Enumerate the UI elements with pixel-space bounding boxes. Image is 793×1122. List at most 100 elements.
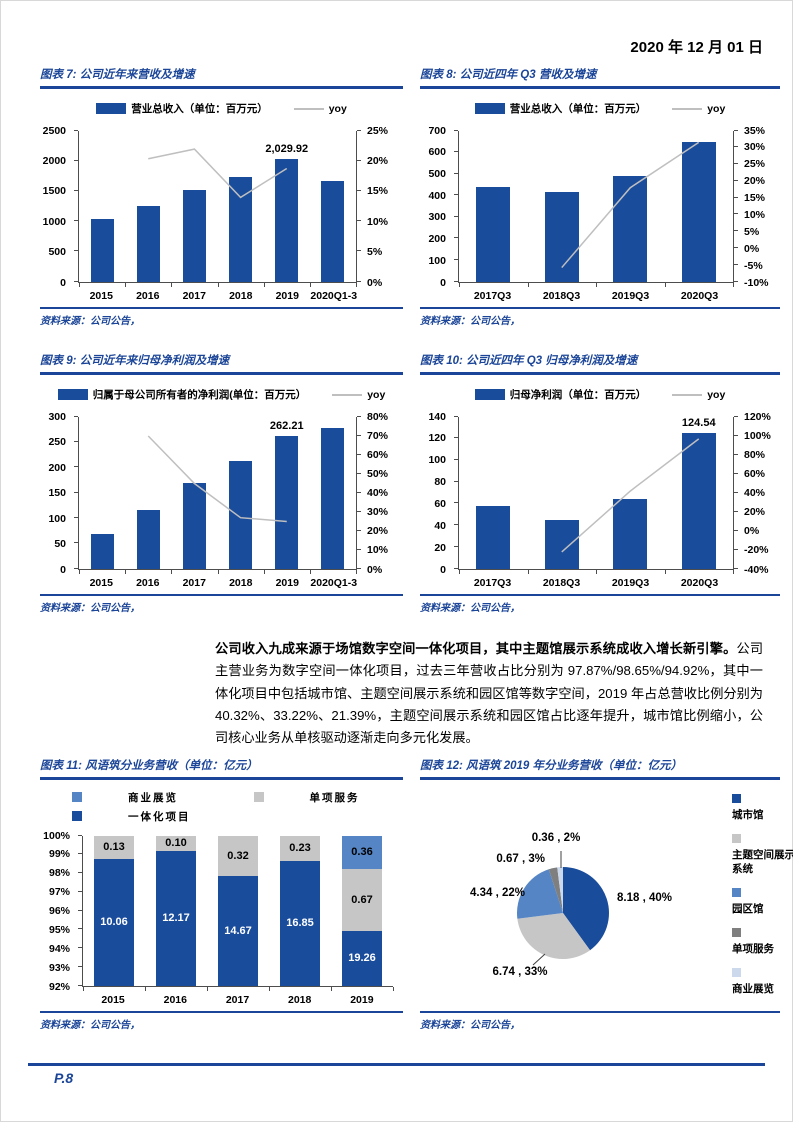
axis-tick (74, 189, 78, 191)
bar (476, 505, 511, 569)
left-axis-label: 80 (434, 476, 446, 489)
yoy-line (79, 131, 356, 282)
figure-panel-11: 图表 11: 风语筑分业务营收（单位：亿元） 商业展览 单项服务 一体化项目 10.0… (40, 757, 403, 1031)
legend-label: 商业展览 (128, 791, 178, 804)
axis-tick (74, 440, 78, 442)
axis-tick (269, 986, 270, 991)
axis-tick (78, 928, 82, 930)
right-axis-label: 10% (367, 544, 389, 557)
x-axis-label: 2016 (136, 576, 160, 589)
chart-legend: 城市馆 主题空间展示系统 园区馆 单项服务 商业展览 (732, 793, 793, 997)
legend-item: 归母净利润（单位：百万元） (474, 387, 646, 402)
axis-tick (357, 510, 361, 512)
legend-item: 商业展览 (732, 968, 793, 996)
axis-tick (331, 986, 332, 991)
axis-tick (357, 159, 361, 161)
axis-tick (664, 569, 666, 574)
right-axis-label: 10% (367, 215, 389, 228)
right-axis-label: 10% (744, 208, 766, 221)
left-axis-label: 150 (48, 487, 66, 499)
bar-value-label: 124.54 (681, 417, 716, 430)
axis-tick (74, 567, 78, 569)
right-axis-label: 60% (367, 448, 389, 461)
figure-panel-10: 图表 10: 公司近四年 Q3 归母净利润及增速 归母净利润（单位：百万元） yo… (420, 352, 780, 614)
axis-tick (454, 280, 458, 282)
right-axis-label: 0% (367, 563, 383, 576)
right-axis-label: 0% (744, 242, 760, 255)
left-axis-label: 0 (60, 563, 66, 576)
legend-item: 营业总收入（单位：百万元） (96, 101, 268, 116)
axis-tick (734, 213, 738, 215)
legend-label: 单项服务 (732, 943, 774, 956)
pie-value-label: 4.34 , 22% (470, 886, 525, 899)
x-axis-label: 2020Q3 (680, 576, 719, 589)
bar (136, 206, 160, 282)
axis-tick (74, 280, 78, 282)
legend-swatch (732, 928, 741, 938)
title-rule (420, 372, 780, 375)
source-rule (40, 306, 403, 309)
left-axis-label: 500 (428, 167, 446, 180)
x-axis: 2015 2016 2017 2018 2019 2020Q1-3 (78, 572, 358, 592)
axis-tick (78, 853, 82, 855)
right-axis-label: 25% (744, 158, 766, 171)
x-axis-label: 2016 (136, 289, 160, 302)
right-axis-label: 60% (744, 467, 766, 480)
x-axis-label: 2019 (275, 289, 299, 302)
axis-tick (454, 237, 458, 239)
right-axis-label: 20% (744, 175, 766, 188)
right-axis-label: 0% (744, 525, 760, 538)
legend-item: yoy (672, 103, 725, 115)
x-axis-label: 2018Q3 (542, 576, 581, 589)
line-swatch (672, 393, 703, 396)
segment-value-label: 0.36 (351, 846, 373, 859)
axis-tick (454, 172, 458, 174)
axis-tick (309, 282, 311, 287)
left-axis-label: 1000 (42, 215, 66, 228)
segment-value-label: 16.85 (286, 917, 314, 930)
left-axis-label: 20 (434, 541, 446, 554)
bar (90, 219, 114, 282)
right-axis-label: 15% (744, 192, 766, 205)
netprofit-q3-chart: 归母净利润（单位：百万元） yoy 124.54 0 20 40 60 80 100 120 140… (420, 379, 780, 592)
axis-tick (454, 151, 458, 153)
left-axis-label: 60 (434, 497, 446, 510)
legend-item: yoy (293, 103, 347, 115)
revenue-annual-chart: 营业总收入（单位：百万元） yoy 2,029.92 0 500 1000 1500 2000… (40, 93, 403, 305)
legend-item: 一体化项目 (40, 809, 222, 824)
right-axis-label: -40% (744, 563, 769, 576)
right-axis-label: 35% (744, 124, 766, 137)
left-axis-label: 250 (48, 436, 66, 448)
line-swatch (293, 107, 324, 110)
legend-item: 营业总收入（单位：百万元） (474, 101, 646, 116)
segment-value-label: 0.67 (351, 893, 373, 906)
axis-tick (734, 567, 738, 569)
chart-legend: 归属于母公司所有者的净利润(单位：百万元） yoy (40, 379, 403, 411)
axis-tick (357, 280, 361, 282)
axis-tick (78, 890, 82, 892)
x-axis-label: 2020Q1-3 (310, 289, 358, 302)
pie-value-label: 8.18 , 40% (617, 891, 672, 904)
x-axis: 2015 2016 2017 2018 2019 2020Q1-3 (78, 285, 358, 305)
left-axis: 0 100 200 300 400 500 600 700 (420, 125, 454, 289)
stack-segment (155, 850, 197, 986)
axis-tick (74, 516, 78, 518)
axis-tick (74, 491, 78, 493)
axis-tick (357, 129, 361, 131)
right-axis-label: 80% (367, 410, 389, 423)
x-axis-label: 2017 (182, 289, 206, 302)
segment-value-label: 0.32 (227, 849, 249, 862)
axis-tick (78, 947, 82, 948)
legend-swatch (732, 888, 741, 898)
axis-tick (734, 129, 738, 131)
axis-tick (454, 502, 458, 504)
axis-tick (207, 986, 208, 991)
bar-swatch (474, 103, 505, 114)
source-rule (420, 1010, 780, 1013)
x-axis-label: 2017 (182, 576, 206, 589)
left-axis-label: 92% (48, 980, 70, 993)
pie-value-label: 0.36 , 2% (531, 831, 581, 844)
bar-swatch (474, 389, 505, 400)
figure-panel-7: 图表 7: 公司近年来营收及增速 营业总收入（单位：百万元） yoy 2,029.9… (40, 66, 403, 327)
